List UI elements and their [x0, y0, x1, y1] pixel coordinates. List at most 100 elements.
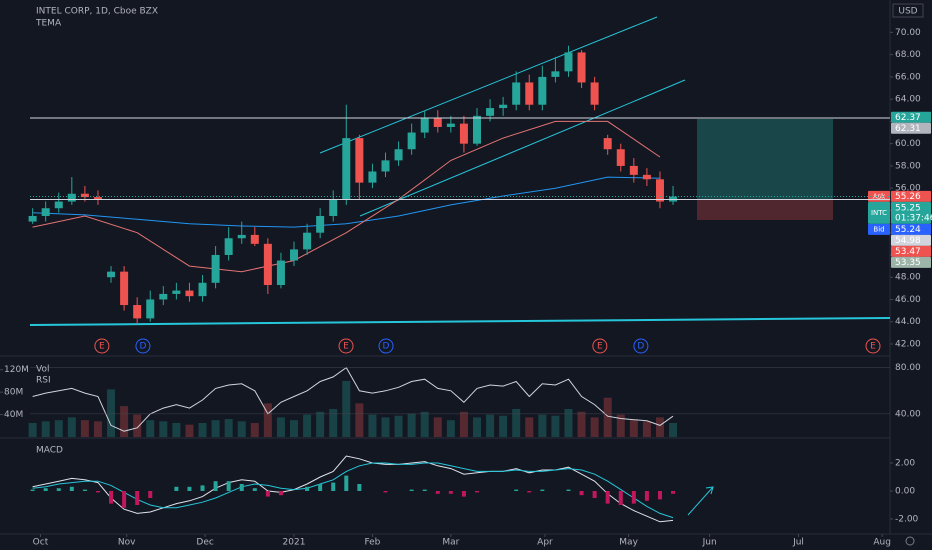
- macd-histogram-bar: [357, 483, 362, 491]
- macd-histogram-bar: [435, 490, 440, 494]
- volume-label: Vol: [36, 365, 49, 375]
- macd-histogram-bar: [566, 489, 571, 491]
- candle-body: [669, 196, 678, 202]
- volume-bar: [224, 419, 233, 437]
- candle-body: [407, 132, 416, 150]
- macd-histogram-bar: [592, 490, 597, 498]
- x-tick-label: 2021: [283, 538, 306, 548]
- price-label-box: [891, 111, 931, 123]
- volume-bar: [512, 408, 521, 437]
- macd-histogram-bar: [644, 490, 649, 501]
- volume-bar: [381, 417, 390, 437]
- candle-body: [120, 271, 129, 306]
- volume-bar: [185, 424, 194, 437]
- price-label: 54.98: [895, 236, 921, 246]
- macd-histogram-bar: [305, 486, 310, 491]
- macd-histogram-bar: [174, 486, 179, 491]
- currency: USD: [898, 7, 917, 17]
- channel-lower: [359, 79, 686, 217]
- x-tick-label: Aug: [873, 538, 891, 548]
- y-tick-label: 60.00: [895, 139, 921, 149]
- macd-histogram-bar: [618, 490, 623, 505]
- candle-body: [54, 201, 63, 209]
- macd-histogram-bar: [409, 489, 414, 491]
- volume-bar: [172, 422, 181, 437]
- volume-bar: [41, 421, 50, 437]
- macd-histogram-bar: [95, 490, 100, 493]
- y-tick-label: 64.00: [895, 95, 921, 105]
- price-tag-box: [868, 201, 890, 224]
- settings-icon[interactable]: [905, 536, 915, 546]
- macd-histogram-bar: [383, 490, 388, 493]
- volume-bar: [54, 420, 63, 437]
- event-marker: [135, 338, 151, 354]
- arrow-line: [687, 486, 714, 516]
- volume-bar: [420, 411, 429, 437]
- macd-histogram-bar: [474, 490, 479, 493]
- candle-body: [472, 115, 481, 144]
- price-label-box: [891, 223, 931, 235]
- macd-histogram-bar: [540, 489, 545, 491]
- volume-bar: [316, 411, 325, 437]
- arrow-head: [705, 486, 714, 495]
- macd-histogram-bar: [213, 481, 218, 491]
- volume-bar: [459, 411, 468, 437]
- price-label: 55.26: [895, 192, 921, 202]
- event-label: D: [139, 342, 146, 352]
- candle-body: [355, 138, 364, 183]
- price-pane: 42.0044.0046.0048.0050.0052.0054.0056.00…: [28, 28, 932, 354]
- price-label: 55.24: [895, 225, 921, 235]
- event-label: E: [870, 342, 876, 352]
- long-position-profit: [697, 119, 833, 199]
- macd-pane: 2.00 0.00 -2.00: [30, 455, 919, 524]
- y-tick-label: 68.00: [895, 50, 921, 60]
- rsi-pane: 80.00 40.00 120M 80M 40M: [0, 363, 921, 437]
- candle-body: [564, 52, 573, 72]
- macd-histogram-bar: [109, 490, 114, 504]
- candle-body: [303, 232, 312, 250]
- candle-body: [616, 149, 625, 166]
- chart-title: INTEL CORP, 1D, Cboe BZX: [36, 7, 158, 17]
- candle-body: [133, 305, 142, 319]
- volume-bar: [250, 422, 259, 437]
- volume-bar: [28, 422, 37, 437]
- candle-body: [28, 216, 37, 222]
- macd-label: MACD: [36, 446, 63, 456]
- candle-body: [629, 165, 638, 175]
- x-tick-label: Dec: [196, 538, 213, 548]
- volume-bar: [655, 417, 664, 437]
- long-position-loss: [697, 199, 833, 220]
- candle-body: [590, 82, 599, 105]
- x-tick-label: May: [619, 538, 638, 548]
- volume-bar: [303, 414, 312, 437]
- candle-body: [172, 290, 181, 294]
- rsi-line: [32, 366, 674, 432]
- event-label: E: [99, 342, 105, 352]
- volume-bar: [472, 417, 481, 437]
- event-marker: [592, 338, 608, 354]
- y-tick-label: 66.00: [895, 72, 921, 82]
- candle-body: [433, 118, 442, 127]
- currency-box: [892, 3, 924, 18]
- volume-bar: [564, 408, 573, 437]
- price-label-time: 01:37:46: [895, 213, 932, 223]
- macd-histogram-bar: [30, 489, 35, 491]
- y-tick-label: 70.00: [895, 28, 921, 38]
- y-tick-label: 0.00: [895, 486, 915, 496]
- volume-bar: [355, 403, 364, 437]
- volume-bar: [67, 417, 76, 437]
- volume-bar: [342, 380, 351, 437]
- volume-bar: [133, 414, 142, 437]
- candle-body: [459, 123, 468, 144]
- y-tick-label: 44.00: [895, 317, 921, 327]
- macd-histogram-bar: [448, 490, 453, 494]
- candle-body: [211, 254, 220, 283]
- price-label: 53.47: [895, 247, 921, 257]
- macd-histogram-bar: [579, 490, 584, 496]
- volume-bar: [538, 414, 547, 437]
- macd-histogram-bar: [344, 475, 349, 491]
- price-tag: INTC: [871, 209, 887, 217]
- y-tick-label: 48.00: [895, 273, 921, 283]
- y-tick-label: -2.00: [895, 514, 919, 524]
